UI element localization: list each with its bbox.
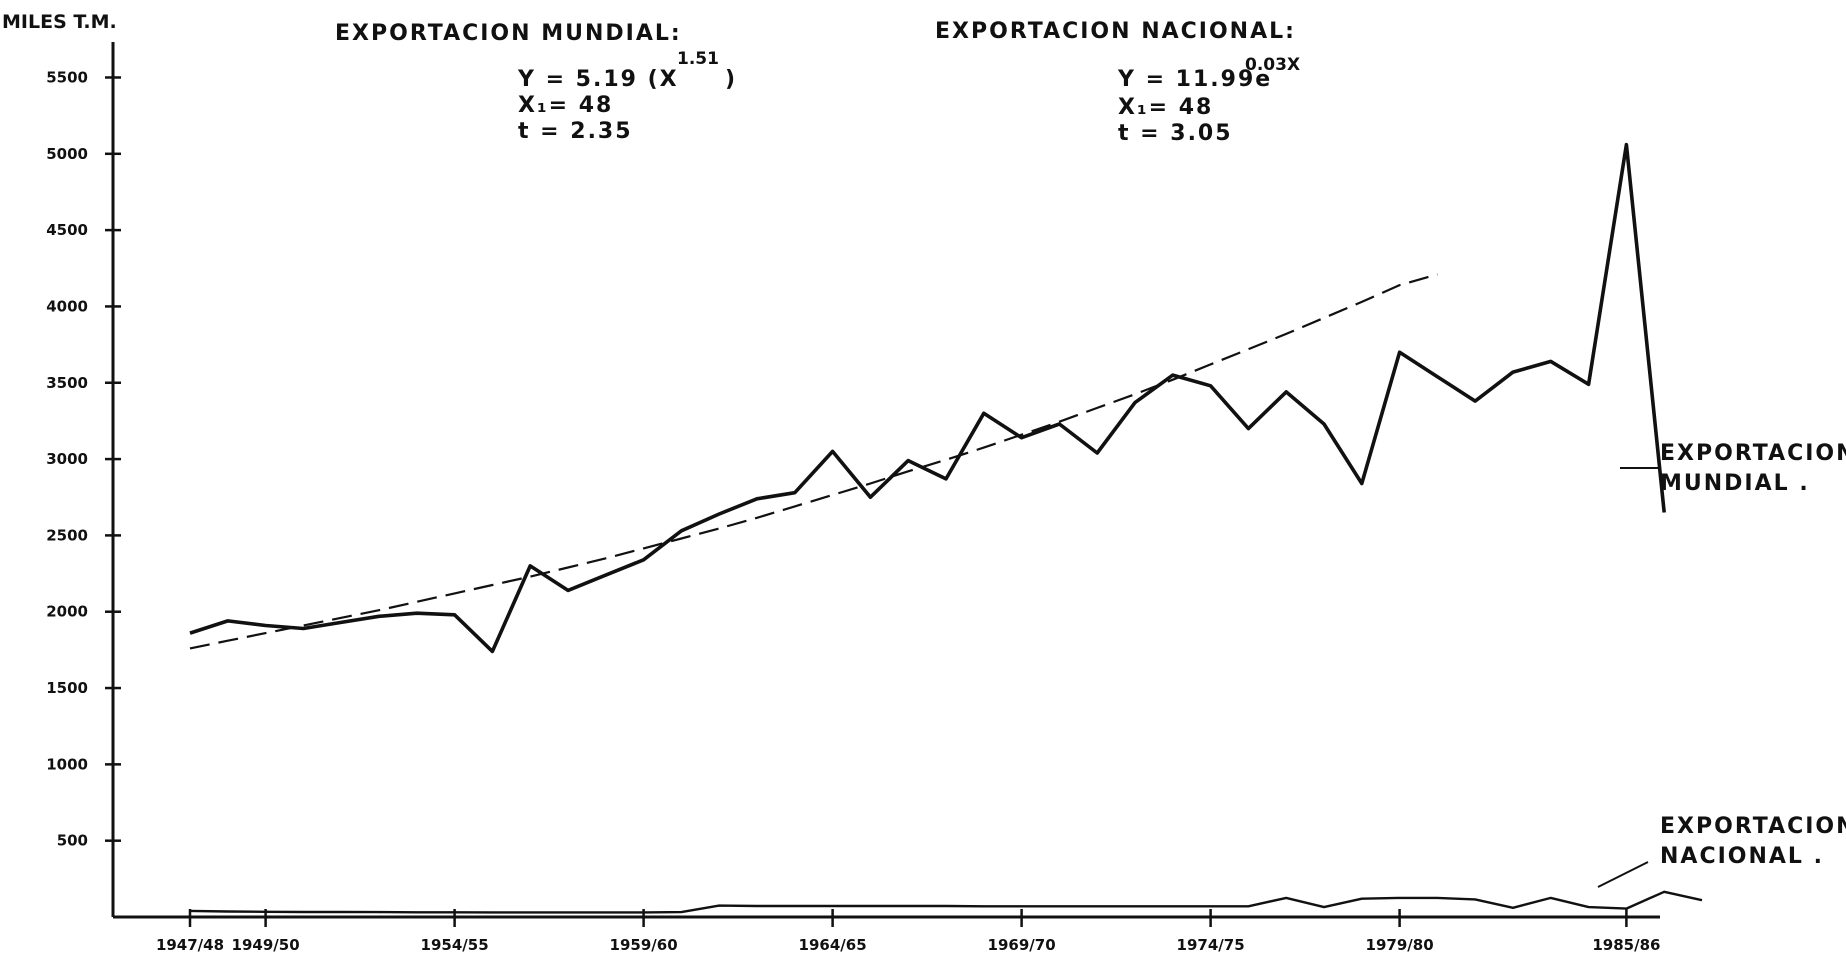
x-tick-label: 1979/80 bbox=[1366, 936, 1434, 954]
legend-nacional-line1: EXPORTACION bbox=[1660, 814, 1846, 839]
y-tick-label: 2500 bbox=[46, 526, 88, 544]
mundial-title: EXPORTACION MUNDIAL: bbox=[335, 21, 682, 46]
y-axis-label: MILES T.M. bbox=[2, 11, 117, 33]
x-tick-label: 1964/65 bbox=[799, 936, 867, 954]
y-tick-label: 4000 bbox=[46, 297, 88, 315]
y-tick-label: 4500 bbox=[46, 221, 88, 239]
y-tick-label: 3500 bbox=[46, 374, 88, 392]
x-ticks: 1947/48 1949/50 1954/55 1959/60 1964/65 1969/… bbox=[156, 909, 1660, 954]
y-tick-label: 3000 bbox=[46, 450, 88, 468]
y-tick-label: 500 bbox=[57, 832, 88, 850]
nacional-t: t = 3.05 bbox=[1118, 121, 1233, 146]
series-exportacion-mundial bbox=[189, 142, 1666, 654]
x-tick-label: 1985/86 bbox=[1592, 936, 1660, 954]
nacional-x1: X₁= 48 bbox=[1118, 95, 1213, 120]
mundial-equation-exponent: 1.51 bbox=[677, 49, 719, 69]
nacional-title: EXPORTACION NACIONAL: bbox=[935, 19, 1296, 44]
y-tick-label: 5000 bbox=[46, 145, 88, 163]
legend-nacional-line2: NACIONAL . bbox=[1660, 844, 1824, 869]
x-tick-label: 1969/70 bbox=[988, 936, 1056, 954]
x-tick-label: 1959/60 bbox=[610, 936, 678, 954]
series-exportacion-nacional bbox=[189, 890, 1703, 914]
mundial-equation: Y = 5.19 (X bbox=[517, 67, 679, 92]
trend-line-dashed bbox=[189, 273, 1438, 650]
y-tick-label: 1000 bbox=[46, 755, 88, 773]
x-tick-label: 1954/55 bbox=[421, 936, 489, 954]
y-tick-label: 2000 bbox=[46, 603, 88, 621]
mundial-equation-close: ) bbox=[725, 67, 737, 92]
mundial-x1: X₁= 48 bbox=[518, 93, 613, 118]
x-tick-label: 1974/75 bbox=[1177, 936, 1245, 954]
y-tick-label: 5500 bbox=[46, 68, 88, 86]
legend-mundial-line1: EXPORTACION bbox=[1660, 441, 1846, 466]
y-tick-label: 1500 bbox=[46, 679, 88, 697]
nacional-equation-exponent: 0.03X bbox=[1245, 55, 1300, 75]
legend-mundial-line2: MUNDIAL . bbox=[1660, 471, 1810, 496]
mundial-t: t = 2.35 bbox=[518, 119, 633, 144]
x-tick-label: 1949/50 bbox=[232, 936, 300, 954]
nacional-equation: Y = 11.99e bbox=[1117, 67, 1272, 92]
nacional-label-arrow bbox=[1597, 861, 1649, 888]
x-tick-label: 1947/48 bbox=[156, 936, 224, 954]
y-ticks: 500 1000 1500 2000 2500 3000 3500 4000 4500 5000 5… bbox=[46, 68, 121, 850]
